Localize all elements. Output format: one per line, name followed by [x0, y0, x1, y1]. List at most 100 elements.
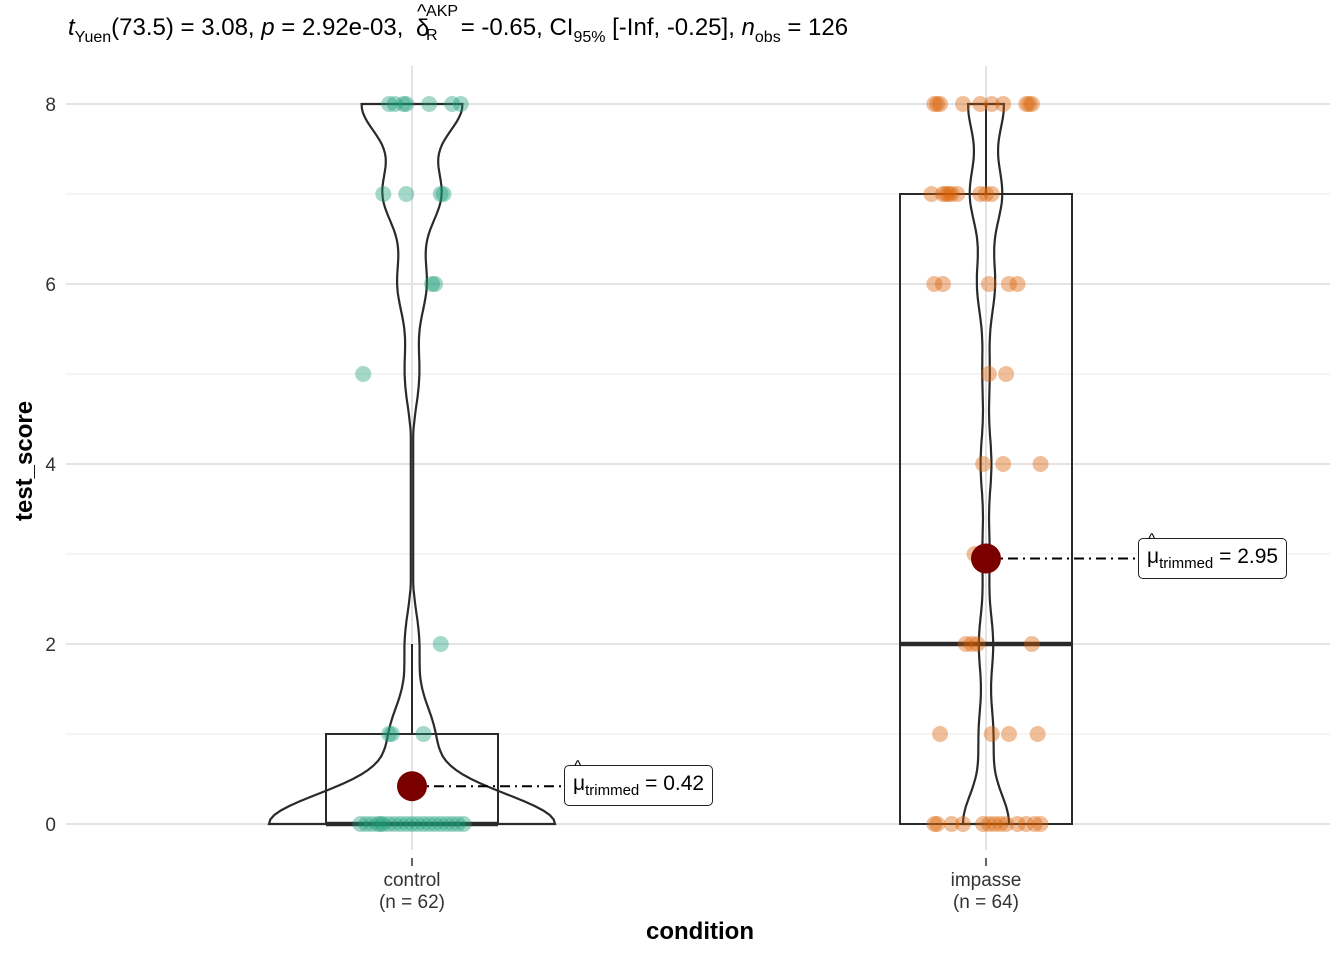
hat-accent: ^ — [574, 758, 582, 776]
data-point-control — [432, 186, 449, 202]
data-point-impasse — [1009, 816, 1026, 832]
data-point-control — [404, 816, 420, 832]
data-point-impasse — [932, 96, 949, 112]
trimmed-subscript: trimmed — [585, 782, 640, 800]
data-point-impasse — [1029, 726, 1046, 742]
data-point-impasse — [1026, 816, 1043, 832]
data-point-impasse — [980, 276, 997, 292]
data-point-control — [426, 816, 443, 832]
ci-value: [-Inf, -0.25], — [605, 14, 742, 41]
data-point-impasse — [998, 366, 1015, 382]
data-point-impasse — [975, 456, 992, 472]
data-point-control — [424, 276, 441, 292]
mu-glyph: μ — [573, 772, 586, 796]
data-point-impasse — [995, 456, 1012, 472]
data-point-control — [398, 186, 415, 202]
data-point-impasse — [983, 186, 1000, 202]
group-count: (n = 64) — [952, 892, 1019, 913]
data-point-control — [444, 96, 461, 112]
delta-glyph: δ — [416, 15, 430, 42]
data-point-control — [452, 96, 469, 112]
data-point-control — [438, 816, 455, 832]
data-point-control — [381, 96, 398, 112]
data-point-control — [426, 276, 443, 292]
data-point-impasse — [1032, 816, 1049, 832]
x-tick-label-control: control (n = 62) — [352, 870, 472, 914]
data-point-impasse — [937, 186, 954, 202]
y-tick-label: 6 — [45, 275, 56, 296]
n-value: = 126 — [780, 14, 849, 41]
group-name: impasse — [950, 870, 1022, 891]
data-point-impasse — [995, 96, 1012, 112]
x-axis-ticks — [411, 858, 987, 866]
data-point-control — [444, 816, 461, 832]
violins — [267, 102, 1011, 826]
data-point-control — [386, 96, 403, 112]
data-point-impasse — [926, 96, 943, 112]
effect-value: = -0.65, CI — [454, 14, 574, 41]
t-symbol: t — [68, 14, 75, 41]
data-point-impasse — [943, 186, 960, 202]
effect-superscript: AKP — [426, 3, 459, 20]
data-point-impasse — [983, 726, 1000, 742]
data-point-control — [415, 726, 432, 742]
data-point-impasse — [980, 816, 997, 832]
trimmed-subscript: trimmed — [1159, 554, 1214, 572]
data-point-impasse — [1018, 96, 1035, 112]
data-point-impasse — [1000, 276, 1017, 292]
y-tick-label: 2 — [45, 635, 56, 656]
data-point-control — [398, 96, 415, 112]
data-point-control — [375, 816, 392, 832]
data-point-control — [421, 96, 438, 112]
data-point-control — [435, 186, 452, 202]
data-point-impasse — [978, 186, 994, 202]
y-tick-label: 0 — [45, 815, 56, 836]
data-point-impasse — [929, 96, 946, 112]
hat-accent: ^ — [417, 1, 427, 23]
mu-symbol: ^ μ — [1147, 531, 1160, 569]
data-point-impasse — [969, 636, 986, 652]
trimmed-value: = 0.42 — [645, 772, 705, 796]
data-point-control — [375, 186, 392, 202]
data-point-control — [409, 816, 426, 832]
group-name: control — [383, 870, 441, 891]
data-point-impasse — [980, 366, 997, 382]
data-point-control — [395, 96, 412, 112]
y-axis-ticks: 0 2 4 6 8 — [45, 95, 56, 836]
violin-control — [267, 102, 557, 826]
data-point-control — [421, 816, 438, 832]
t-subscript: Yuen — [74, 29, 112, 46]
data-point-control — [432, 816, 449, 832]
data-point-control — [381, 726, 398, 742]
data-point-control — [432, 636, 449, 652]
trimmed-mean-marker-impasse — [971, 543, 1001, 574]
data-point-control — [355, 366, 372, 382]
grid-lines — [66, 66, 1330, 850]
data-point-impasse — [955, 816, 972, 832]
trimmed-mean-label-control: ^ μtrimmed = 0.42 — [564, 758, 714, 807]
hat-accent: ^ — [1148, 530, 1156, 548]
data-point-impasse — [992, 816, 1009, 832]
y-axis-title: test_score — [11, 400, 38, 521]
data-point-impasse — [963, 636, 980, 652]
y-tick-label: 8 — [45, 95, 56, 116]
data-points — [352, 96, 1049, 832]
y-tick-label: 4 — [45, 455, 56, 476]
data-point-impasse — [943, 816, 960, 832]
data-point-impasse — [972, 186, 989, 202]
data-point-impasse — [1023, 96, 1040, 112]
data-point-control — [449, 816, 466, 832]
data-point-impasse — [934, 276, 951, 292]
data-point-impasse — [957, 636, 974, 652]
data-point-impasse — [955, 96, 972, 112]
trimmed-mean-label-impasse: ^ μtrimmed = 2.95 — [1138, 531, 1288, 579]
x-tick-label-impasse: impasse (n = 64) — [926, 870, 1046, 914]
data-point-control — [415, 816, 432, 832]
data-point-control — [363, 816, 380, 832]
mu-glyph: μ — [1147, 544, 1160, 568]
data-point-impasse — [1009, 276, 1026, 292]
data-point-control — [369, 816, 386, 832]
data-point-impasse — [1032, 456, 1049, 472]
data-point-impasse — [949, 186, 966, 202]
